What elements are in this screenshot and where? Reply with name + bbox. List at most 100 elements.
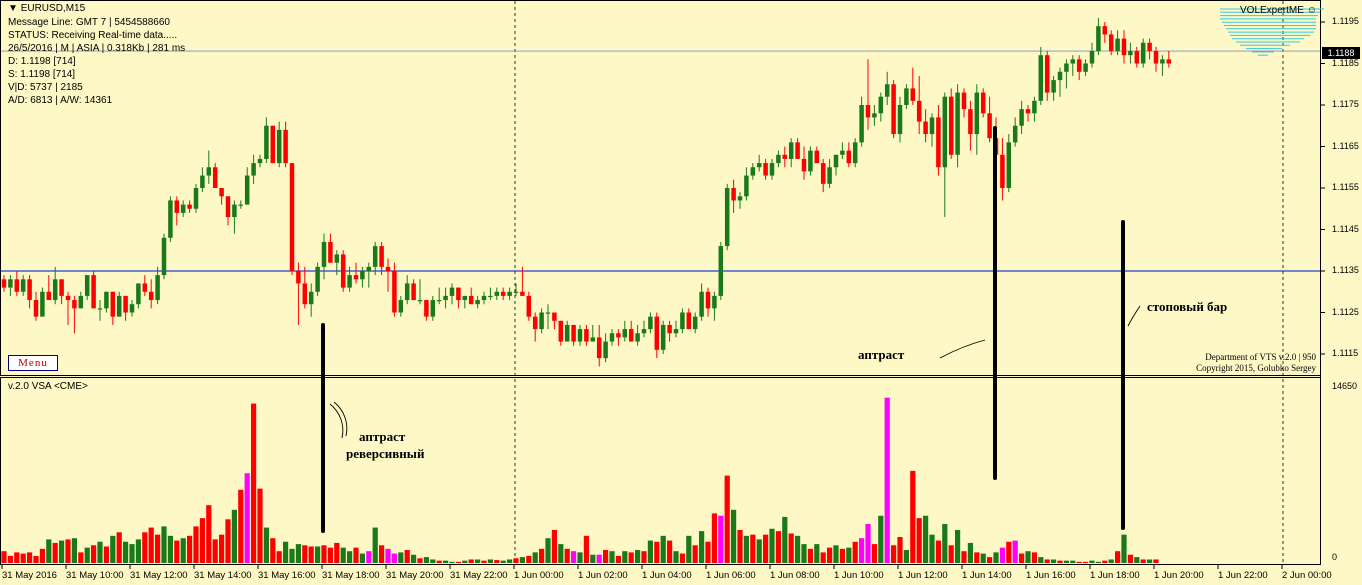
volume-bar bbox=[571, 551, 577, 563]
candle-body bbox=[744, 175, 749, 197]
volume-bar bbox=[257, 488, 263, 563]
candle-body bbox=[123, 295, 128, 313]
candle-body bbox=[756, 163, 762, 168]
candle-body bbox=[852, 142, 858, 164]
volume-bar bbox=[33, 555, 39, 563]
annotation-pointer-curve[interactable] bbox=[1127, 305, 1141, 327]
candle-body bbox=[865, 105, 871, 118]
candle-body bbox=[1121, 38, 1127, 56]
candle-body bbox=[257, 158, 263, 164]
candle-body bbox=[289, 163, 295, 271]
time-axis-label: 31 May 18:00 bbox=[322, 570, 380, 581]
volume-bar bbox=[807, 548, 813, 563]
volume-bar bbox=[14, 552, 20, 563]
candle-body bbox=[590, 337, 596, 342]
time-axis-label: 1 Jun 06:00 bbox=[706, 570, 756, 581]
volume-bar bbox=[852, 541, 858, 563]
candle-body bbox=[532, 316, 538, 330]
volume-bar bbox=[321, 545, 327, 563]
candle-body bbox=[840, 150, 845, 155]
candle-body bbox=[782, 154, 788, 159]
info-line: STATUS: Receiving Real-time data..... bbox=[8, 30, 178, 41]
volume-bar bbox=[1044, 559, 1050, 563]
candle-body bbox=[97, 308, 103, 310]
volume-bar bbox=[1019, 553, 1025, 563]
volume-bar bbox=[1057, 560, 1063, 563]
candle-body bbox=[180, 204, 186, 213]
candle-body bbox=[283, 129, 288, 164]
volume-bar bbox=[84, 547, 90, 563]
volume-bar bbox=[7, 555, 13, 563]
candle-body bbox=[878, 96, 884, 114]
symbol-label: EURUSD,M15 bbox=[20, 3, 86, 14]
volume-bar bbox=[916, 518, 922, 563]
candle-body bbox=[449, 287, 455, 296]
volume-bar bbox=[603, 550, 609, 563]
time-axis-label: 1 Jun 04:00 bbox=[642, 570, 692, 581]
axis-ticks bbox=[1, 21, 1325, 569]
volume-bar bbox=[532, 552, 538, 563]
volume-bar bbox=[65, 539, 71, 563]
volume-bar bbox=[948, 545, 954, 563]
volume-bar bbox=[507, 559, 513, 563]
dropdown-triangle-icon[interactable]: ▼ bbox=[8, 3, 18, 14]
candle-body bbox=[923, 121, 928, 135]
candle-body bbox=[980, 92, 986, 114]
candle-body bbox=[1038, 55, 1044, 101]
volume-bar bbox=[801, 544, 807, 563]
volume-axis-zero: 0 bbox=[1332, 552, 1338, 562]
candle-body bbox=[654, 316, 660, 350]
volume-bar bbox=[967, 542, 973, 563]
volume-bar bbox=[436, 560, 442, 563]
price-tick-label: 1.1195 bbox=[1332, 16, 1359, 26]
volume-bar bbox=[993, 552, 999, 563]
candle-body bbox=[948, 96, 954, 155]
candle-body bbox=[232, 204, 237, 218]
volume-bar bbox=[430, 559, 436, 563]
candle-body bbox=[1057, 71, 1063, 81]
candle-body bbox=[40, 291, 45, 317]
volume-bar bbox=[519, 557, 525, 563]
candle-body bbox=[72, 300, 77, 309]
candle-body bbox=[936, 117, 941, 168]
volume-bar bbox=[769, 528, 775, 563]
candle-body bbox=[1, 279, 7, 288]
price-tick-label: 1.1145 bbox=[1332, 223, 1359, 234]
candle-body bbox=[174, 200, 180, 213]
candle-body bbox=[884, 84, 890, 97]
volume-bar bbox=[462, 560, 468, 563]
volume-bar bbox=[295, 544, 301, 563]
candle-body bbox=[769, 163, 775, 176]
annotation-pointer-curve[interactable] bbox=[333, 401, 348, 437]
volume-bar bbox=[327, 547, 333, 563]
candle-body bbox=[1064, 63, 1069, 72]
volume-bar bbox=[884, 397, 890, 563]
volume-bar bbox=[929, 534, 935, 563]
price-tick-label: 1.1125 bbox=[1332, 306, 1359, 317]
candle-body bbox=[833, 154, 839, 168]
candle-body bbox=[1070, 59, 1076, 64]
annotation-stop-bar: стоповый бар bbox=[1147, 299, 1228, 314]
annotation-pointer-curve[interactable] bbox=[329, 403, 344, 439]
candle-body bbox=[398, 300, 404, 313]
volume-bar bbox=[679, 553, 685, 563]
volume-bar bbox=[270, 538, 276, 563]
annotation-pointer-curve[interactable] bbox=[939, 339, 986, 359]
candle-body bbox=[20, 279, 26, 292]
volume-bar bbox=[135, 539, 141, 563]
annotation-uptrust-reversal-1: аптраст bbox=[359, 429, 406, 444]
volume-bar bbox=[391, 553, 397, 563]
volume-bar bbox=[622, 551, 628, 563]
candle-body bbox=[667, 324, 672, 334]
volume-bar bbox=[423, 557, 429, 563]
volume-bar bbox=[987, 557, 993, 563]
candle-body bbox=[1044, 55, 1050, 93]
candle-body bbox=[955, 92, 960, 155]
volume-bar bbox=[353, 547, 359, 563]
volume-bar bbox=[833, 545, 839, 563]
annotation-drawings[interactable] bbox=[321, 126, 1141, 533]
menu-button[interactable]: Menu bbox=[8, 355, 58, 371]
candle-body bbox=[142, 283, 148, 292]
